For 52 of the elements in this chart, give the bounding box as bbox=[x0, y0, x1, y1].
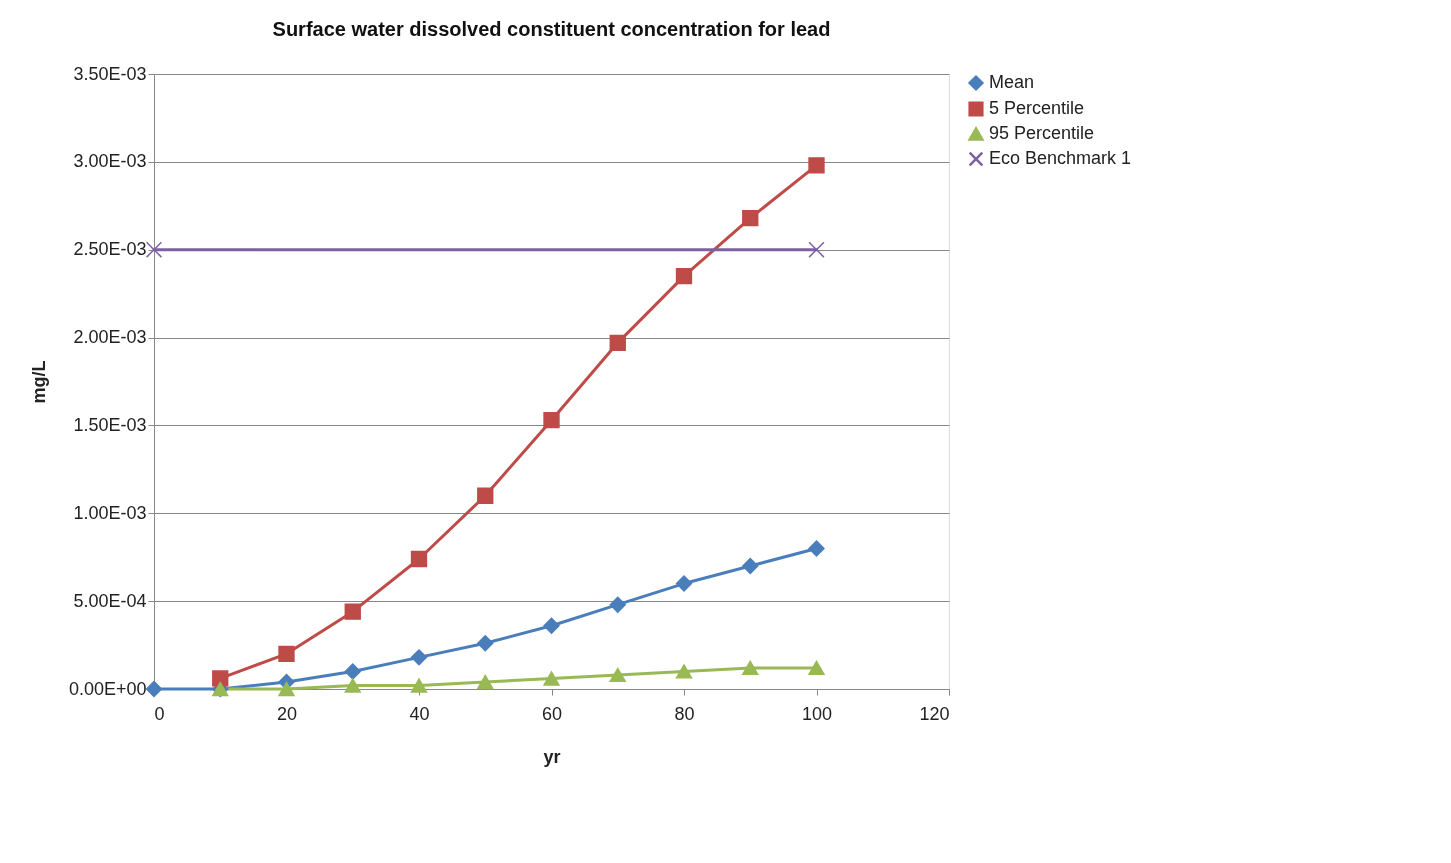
point bbox=[477, 674, 494, 690]
x-tick-label: 120 bbox=[919, 703, 950, 724]
legend-label: Mean bbox=[989, 72, 1035, 92]
point bbox=[609, 596, 626, 613]
point bbox=[808, 660, 825, 676]
point bbox=[543, 617, 560, 634]
x-tick-label: 80 bbox=[674, 703, 695, 724]
point bbox=[675, 575, 693, 592]
legend-label: Eco Benchmark 1 bbox=[989, 148, 1132, 168]
point bbox=[742, 660, 759, 676]
x-tick-label: 60 bbox=[541, 703, 563, 724]
point bbox=[344, 663, 361, 680]
point bbox=[344, 603, 361, 620]
point bbox=[477, 487, 494, 504]
y-tick-label: 5.00E-04 bbox=[73, 590, 147, 611]
point bbox=[410, 550, 428, 568]
y-tick-label: 2.00E-03 bbox=[73, 327, 147, 348]
point bbox=[742, 209, 759, 227]
y-tick-label: 2.50E-03 bbox=[73, 239, 147, 260]
point bbox=[808, 241, 825, 258]
point bbox=[410, 678, 428, 693]
point bbox=[145, 241, 163, 258]
y-axis-title: mg/L bbox=[28, 360, 49, 404]
point bbox=[212, 670, 229, 687]
point bbox=[808, 540, 825, 557]
legend-label: 95 Percentile bbox=[989, 123, 1095, 143]
point bbox=[145, 680, 163, 698]
x-axis-title: yr bbox=[543, 746, 561, 767]
x-tick-label: 100 bbox=[801, 703, 833, 724]
y-tick-label: 1.50E-03 bbox=[73, 414, 147, 435]
y-tick-label: 3.00E-03 bbox=[73, 151, 147, 172]
point bbox=[543, 671, 560, 686]
point bbox=[278, 681, 295, 697]
chart-title: Surface water dissolved constituent concentration for lead bbox=[272, 18, 831, 40]
point bbox=[543, 411, 560, 429]
y-tick-label: 3.50E-03 bbox=[73, 63, 147, 84]
x-tick-label: 0 bbox=[154, 703, 165, 724]
point bbox=[675, 267, 693, 285]
y-tick-label: 1.00E-03 bbox=[73, 502, 147, 523]
x-tick-label: 20 bbox=[276, 703, 298, 724]
point bbox=[609, 667, 626, 683]
point bbox=[675, 664, 693, 679]
point bbox=[410, 649, 428, 666]
point bbox=[742, 557, 759, 575]
point bbox=[278, 645, 295, 663]
point bbox=[344, 678, 361, 693]
y-tick-label: 0.00E+00 bbox=[68, 678, 147, 699]
legend-label: 5 Percentile bbox=[989, 98, 1085, 118]
x-tick-label: 40 bbox=[409, 703, 430, 724]
point bbox=[477, 635, 494, 652]
point bbox=[609, 334, 626, 352]
point bbox=[808, 157, 825, 174]
